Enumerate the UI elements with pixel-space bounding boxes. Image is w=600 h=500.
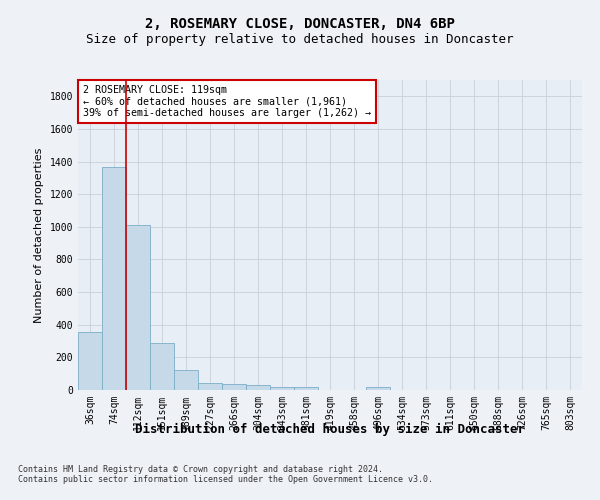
Text: Contains HM Land Registry data © Crown copyright and database right 2024.
Contai: Contains HM Land Registry data © Crown c…: [18, 465, 433, 484]
Bar: [294, 388, 318, 390]
Bar: [78, 332, 102, 390]
Bar: [174, 370, 198, 390]
Bar: [198, 383, 222, 390]
Bar: [150, 342, 174, 390]
Bar: [126, 225, 150, 390]
Bar: [246, 386, 270, 390]
Text: Size of property relative to detached houses in Doncaster: Size of property relative to detached ho…: [86, 32, 514, 46]
Bar: [270, 386, 294, 390]
Bar: [366, 387, 390, 390]
Text: Distribution of detached houses by size in Doncaster: Distribution of detached houses by size …: [135, 422, 525, 436]
Y-axis label: Number of detached properties: Number of detached properties: [34, 148, 44, 322]
Text: 2, ROSEMARY CLOSE, DONCASTER, DN4 6BP: 2, ROSEMARY CLOSE, DONCASTER, DN4 6BP: [145, 18, 455, 32]
Bar: [102, 168, 126, 390]
Text: 2 ROSEMARY CLOSE: 119sqm
← 60% of detached houses are smaller (1,961)
39% of sem: 2 ROSEMARY CLOSE: 119sqm ← 60% of detach…: [83, 84, 371, 118]
Bar: [222, 384, 246, 390]
